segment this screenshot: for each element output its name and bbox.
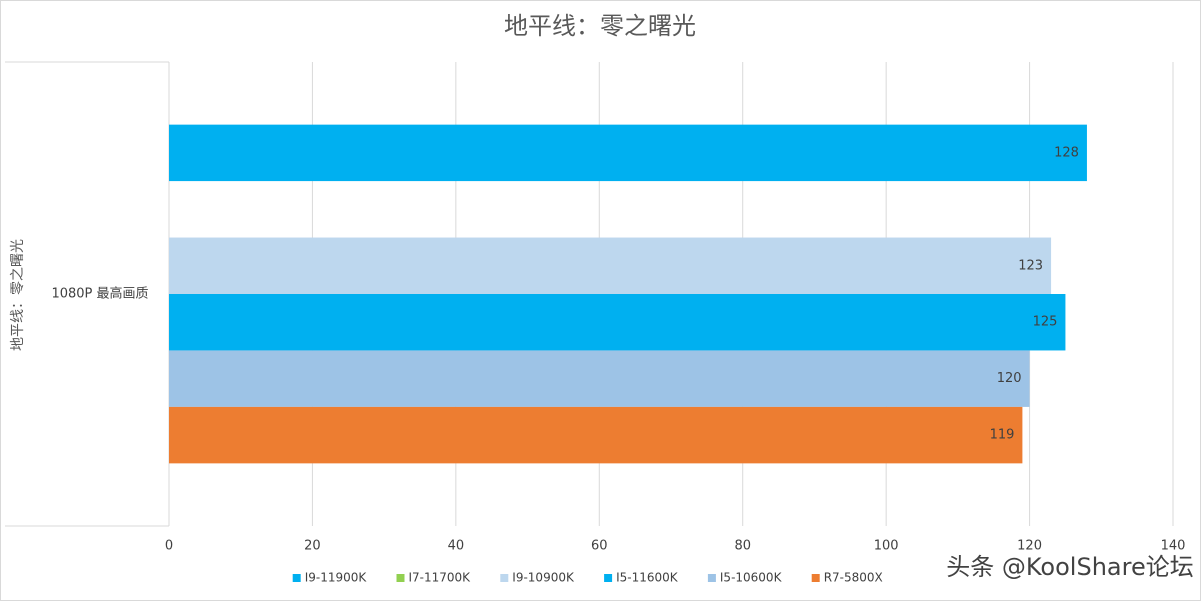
value-label: 125 [1033, 315, 1058, 330]
watermark: 头条 @KoolShare论坛 [946, 553, 1193, 581]
legend-label: I5-11600K [616, 571, 679, 585]
x-tick-label: 20 [304, 539, 321, 554]
legend-label: R7-5800X [824, 571, 883, 585]
value-label: 120 [997, 371, 1022, 386]
value-label: 119 [990, 428, 1015, 443]
legend-label: I5-10600K [720, 571, 783, 585]
legend-swatch [292, 574, 301, 582]
legend-swatch [500, 574, 509, 582]
x-tick-label: 0 [165, 539, 173, 554]
bar [169, 237, 1052, 294]
category-label: 1080P 最高画质 [51, 286, 148, 302]
chart-title: 地平线：零之曙光 [504, 12, 696, 40]
x-tick-label: 100 [874, 539, 899, 554]
legend-label: I9-11900K [305, 571, 368, 585]
legend-swatch [604, 574, 613, 582]
legend-swatch [811, 574, 820, 582]
legend-label: I7-11700K [409, 571, 472, 585]
bar [169, 124, 1087, 182]
y-axis-label: 地平线：零之曙光 [10, 239, 26, 351]
bar [169, 406, 1023, 464]
legend-swatch [396, 574, 405, 582]
bar [169, 350, 1030, 407]
x-tick-label: 140 [1161, 539, 1186, 554]
legend-swatch [707, 574, 716, 582]
x-tick-label: 40 [448, 539, 465, 554]
value-label: 123 [1018, 258, 1043, 273]
x-tick-label: 60 [591, 539, 608, 554]
x-tick-label: 80 [734, 539, 751, 554]
bar [169, 294, 1066, 351]
x-tick-label: 120 [1017, 539, 1042, 554]
value-label: 128 [1054, 145, 1079, 160]
legend-label: I9-10900K [512, 571, 575, 585]
